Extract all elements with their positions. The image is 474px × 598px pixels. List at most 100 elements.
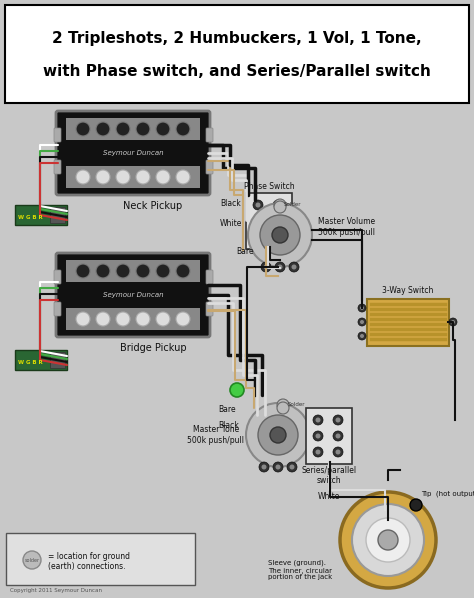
Circle shape — [277, 399, 289, 411]
Circle shape — [449, 318, 457, 326]
FancyBboxPatch shape — [6, 533, 195, 585]
Circle shape — [273, 462, 283, 472]
FancyBboxPatch shape — [54, 128, 61, 142]
FancyBboxPatch shape — [206, 302, 213, 316]
FancyBboxPatch shape — [54, 270, 61, 284]
FancyBboxPatch shape — [66, 166, 200, 188]
Text: Copyright 2011 Seymour Duncan: Copyright 2011 Seymour Duncan — [10, 588, 102, 593]
Circle shape — [274, 199, 286, 211]
FancyBboxPatch shape — [66, 308, 200, 330]
Text: Seymour Duncan: Seymour Duncan — [103, 292, 164, 298]
Circle shape — [274, 201, 286, 213]
FancyBboxPatch shape — [50, 352, 65, 368]
Text: Sleeve (ground).
The inner, circular
portion of the jack: Sleeve (ground). The inner, circular por… — [268, 560, 332, 581]
Ellipse shape — [96, 122, 110, 136]
Text: Series/parallel
switch: Series/parallel switch — [301, 466, 356, 486]
Ellipse shape — [136, 312, 150, 326]
FancyBboxPatch shape — [50, 207, 65, 223]
Ellipse shape — [76, 312, 90, 326]
Circle shape — [275, 203, 281, 208]
Circle shape — [264, 264, 268, 270]
FancyBboxPatch shape — [54, 160, 61, 174]
Text: = location for ground
(earth) connections.: = location for ground (earth) connection… — [48, 552, 130, 572]
Text: with Phase switch, and Series/Parallel switch: with Phase switch, and Series/Parallel s… — [43, 65, 431, 80]
Circle shape — [316, 417, 320, 423]
Ellipse shape — [116, 264, 130, 278]
Circle shape — [261, 262, 271, 272]
Circle shape — [275, 465, 281, 469]
FancyBboxPatch shape — [306, 408, 352, 464]
FancyBboxPatch shape — [56, 253, 210, 337]
Ellipse shape — [96, 264, 110, 278]
Text: Seymour Duncan: Seymour Duncan — [103, 150, 164, 156]
Circle shape — [336, 450, 340, 454]
Circle shape — [340, 492, 436, 588]
Circle shape — [287, 462, 297, 472]
Text: Solder: Solder — [284, 202, 301, 206]
Circle shape — [23, 551, 41, 569]
Text: Bridge Pickup: Bridge Pickup — [120, 343, 186, 353]
Ellipse shape — [96, 170, 110, 184]
Circle shape — [253, 200, 263, 210]
Circle shape — [336, 417, 340, 423]
Circle shape — [255, 218, 261, 224]
FancyBboxPatch shape — [15, 205, 67, 225]
FancyBboxPatch shape — [367, 299, 449, 346]
Circle shape — [352, 504, 424, 576]
Text: solder: solder — [25, 557, 39, 563]
Circle shape — [273, 216, 283, 226]
Circle shape — [275, 234, 281, 240]
Ellipse shape — [116, 122, 130, 136]
Circle shape — [360, 320, 364, 324]
Circle shape — [360, 334, 364, 338]
Text: Master Volume
500k push/pull: Master Volume 500k push/pull — [318, 217, 375, 237]
FancyBboxPatch shape — [206, 160, 213, 174]
Text: Phase Switch: Phase Switch — [244, 182, 294, 191]
Circle shape — [333, 447, 343, 457]
Ellipse shape — [136, 122, 150, 136]
Circle shape — [248, 203, 312, 267]
FancyBboxPatch shape — [246, 193, 292, 249]
FancyBboxPatch shape — [15, 350, 67, 370]
Text: White: White — [220, 218, 242, 227]
Circle shape — [313, 431, 323, 441]
Text: Black: Black — [220, 199, 241, 208]
Circle shape — [255, 234, 261, 240]
FancyBboxPatch shape — [56, 111, 210, 195]
Ellipse shape — [156, 122, 170, 136]
Circle shape — [275, 262, 285, 272]
Ellipse shape — [136, 170, 150, 184]
Ellipse shape — [76, 170, 90, 184]
Ellipse shape — [116, 170, 130, 184]
Ellipse shape — [176, 170, 190, 184]
Circle shape — [451, 320, 455, 324]
Ellipse shape — [136, 264, 150, 278]
Circle shape — [277, 264, 283, 270]
Ellipse shape — [176, 264, 190, 278]
Circle shape — [333, 431, 343, 441]
Circle shape — [313, 447, 323, 457]
FancyBboxPatch shape — [206, 128, 213, 142]
Circle shape — [272, 227, 288, 243]
Circle shape — [255, 203, 261, 208]
Circle shape — [336, 434, 340, 438]
Circle shape — [289, 262, 299, 272]
Circle shape — [253, 216, 263, 226]
Ellipse shape — [176, 122, 190, 136]
Circle shape — [275, 218, 281, 224]
Circle shape — [260, 215, 300, 255]
Ellipse shape — [176, 312, 190, 326]
Circle shape — [277, 402, 289, 414]
Circle shape — [378, 530, 398, 550]
Circle shape — [410, 499, 422, 511]
Ellipse shape — [96, 312, 110, 326]
Circle shape — [358, 332, 366, 340]
FancyBboxPatch shape — [5, 5, 469, 103]
Text: Bare: Bare — [236, 247, 254, 256]
Text: White: White — [318, 492, 340, 501]
Circle shape — [316, 434, 320, 438]
FancyBboxPatch shape — [66, 260, 200, 282]
Circle shape — [292, 264, 297, 270]
Circle shape — [246, 403, 310, 467]
Circle shape — [258, 415, 298, 455]
